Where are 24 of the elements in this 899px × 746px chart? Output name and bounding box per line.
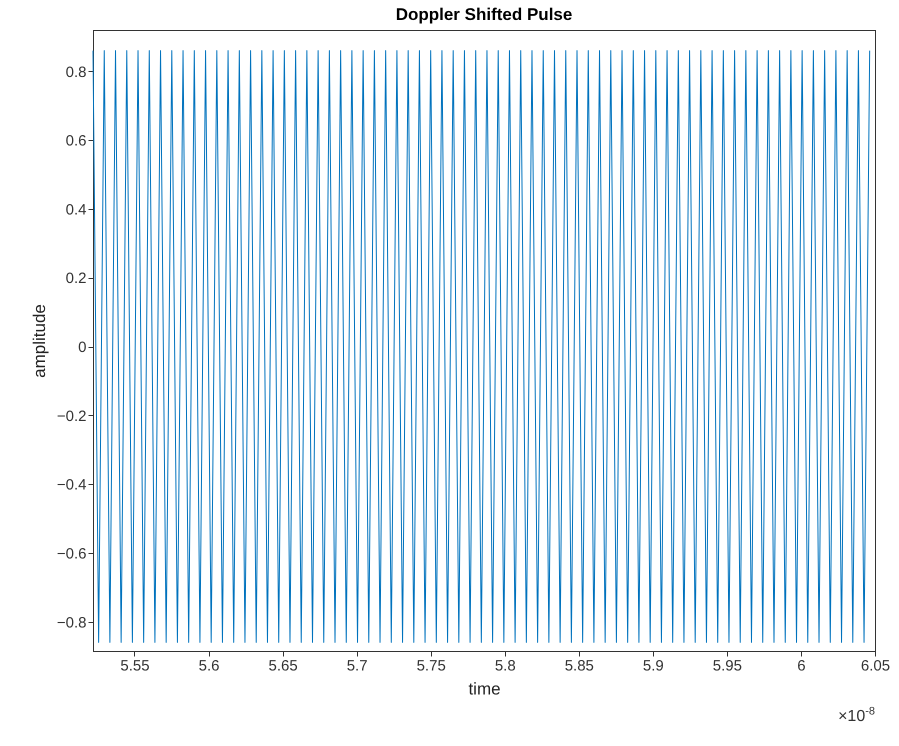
y-tick-label: −0.4 xyxy=(56,476,86,494)
y-tick-label: 0.4 xyxy=(66,201,86,218)
x-tick-label: 5.7 xyxy=(346,658,368,674)
text: ×10$^{-8}$ xyxy=(838,706,875,726)
y-tick-label: 0 xyxy=(78,339,86,356)
x-tick-label: 5.95 xyxy=(712,658,742,674)
x-tick-label: 5.8 xyxy=(494,658,516,674)
x-tick-label: 6 xyxy=(797,658,806,674)
x-tick-label: 5.65 xyxy=(268,658,298,674)
x-tick-label: 5.75 xyxy=(416,658,446,674)
x-tick-label: 5.55 xyxy=(120,658,150,674)
x-tick-label: 5.6 xyxy=(198,658,220,674)
x-tick-label: 5.85 xyxy=(564,658,594,674)
y-tick-label: 0.8 xyxy=(66,64,86,81)
x-tick-label: 6.05 xyxy=(860,658,890,674)
y-axis-title: amplitude xyxy=(30,304,49,378)
y-tick-label: −0.6 xyxy=(56,545,86,562)
x-axis-title: time xyxy=(468,680,501,698)
y-tick-label: −0.2 xyxy=(56,408,86,425)
x-tick-label: 5.9 xyxy=(642,658,664,674)
y-tick-label: −0.8 xyxy=(56,614,86,632)
chart-title: Doppler Shifted Pulse xyxy=(396,5,572,24)
y-tick-label: 0.2 xyxy=(66,270,86,288)
y-tick-label: 0.6 xyxy=(66,132,86,150)
